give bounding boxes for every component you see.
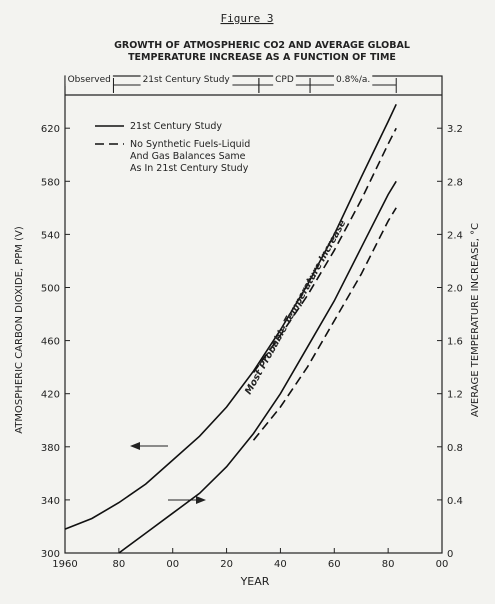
period-label-bg — [273, 74, 296, 86]
x-tick-label: 00 — [436, 559, 449, 570]
y2-tick-label: 2.8 — [447, 177, 463, 188]
data-line — [252, 127, 397, 373]
y2-tick-label: 0.4 — [447, 496, 463, 507]
annotation: Most Probable Temperature Increase — [243, 218, 349, 397]
figure-label: Figure 3 — [221, 12, 274, 25]
x-tick-label: 00 — [166, 559, 179, 570]
x-tick-label: 40 — [274, 559, 287, 570]
data-line — [118, 180, 397, 554]
data-line — [252, 207, 397, 441]
y2-tick-label: 1.2 — [447, 390, 463, 401]
x-tick-label: 60 — [328, 559, 341, 570]
period-label: 0.8%/a. — [336, 75, 370, 85]
y2-tick-label: 3.2 — [447, 124, 463, 135]
period-label: CPD — [275, 75, 294, 85]
chart-title: TEMPERATURE INCREASE AS A FUNCTION OF TI… — [128, 52, 396, 63]
legend-label: No Synthetic Fuels-Liquid And Gas Balance… — [130, 139, 250, 174]
y-tick-label: 420 — [41, 390, 60, 401]
y-tick-label: 340 — [41, 496, 60, 507]
arrow — [130, 442, 168, 450]
period-label: 21st Century Study — [143, 75, 231, 85]
y-tick-label: 300 — [41, 549, 60, 560]
chart-title: GROWTH OF ATMOSPHERIC CO2 AND AVERAGE GL… — [114, 40, 410, 51]
y-tick-label: 380 — [41, 443, 60, 454]
y-axis-label: ATMOSPHERIC CARBON DIOXIDE, PPM (V) — [14, 226, 25, 434]
x-tick-label: 80 — [382, 559, 395, 570]
y2-tick-label: 2.0 — [447, 283, 463, 294]
y-tick-label: 620 — [41, 124, 60, 135]
y-tick-label: 500 — [41, 283, 60, 294]
y-tick-label: 580 — [41, 177, 60, 188]
x-tick-label: 80 — [112, 559, 125, 570]
data-line — [64, 103, 397, 530]
period-label: Observed — [68, 75, 111, 85]
y2-tick-label: 0 — [447, 549, 453, 560]
x-axis-label: YEAR — [240, 575, 270, 588]
y2-tick-label: 2.4 — [447, 230, 463, 241]
y-tick-label: 460 — [41, 337, 60, 348]
x-tick-label: 1960 — [52, 559, 77, 570]
y-tick-label: 540 — [41, 230, 60, 241]
period-label-bg — [333, 74, 373, 86]
legend-label: 21st Century Study — [130, 121, 222, 132]
period-label-bg — [65, 74, 113, 86]
y2-axis-label: AVERAGE TEMPERATURE INCREASE, °C — [470, 223, 481, 417]
x-tick-label: 20 — [220, 559, 233, 570]
y2-tick-label: 0.8 — [447, 443, 463, 454]
period-label-bg — [140, 74, 233, 86]
arrow — [168, 496, 206, 504]
y2-tick-label: 1.6 — [447, 337, 463, 348]
plot-frame — [64, 75, 443, 554]
